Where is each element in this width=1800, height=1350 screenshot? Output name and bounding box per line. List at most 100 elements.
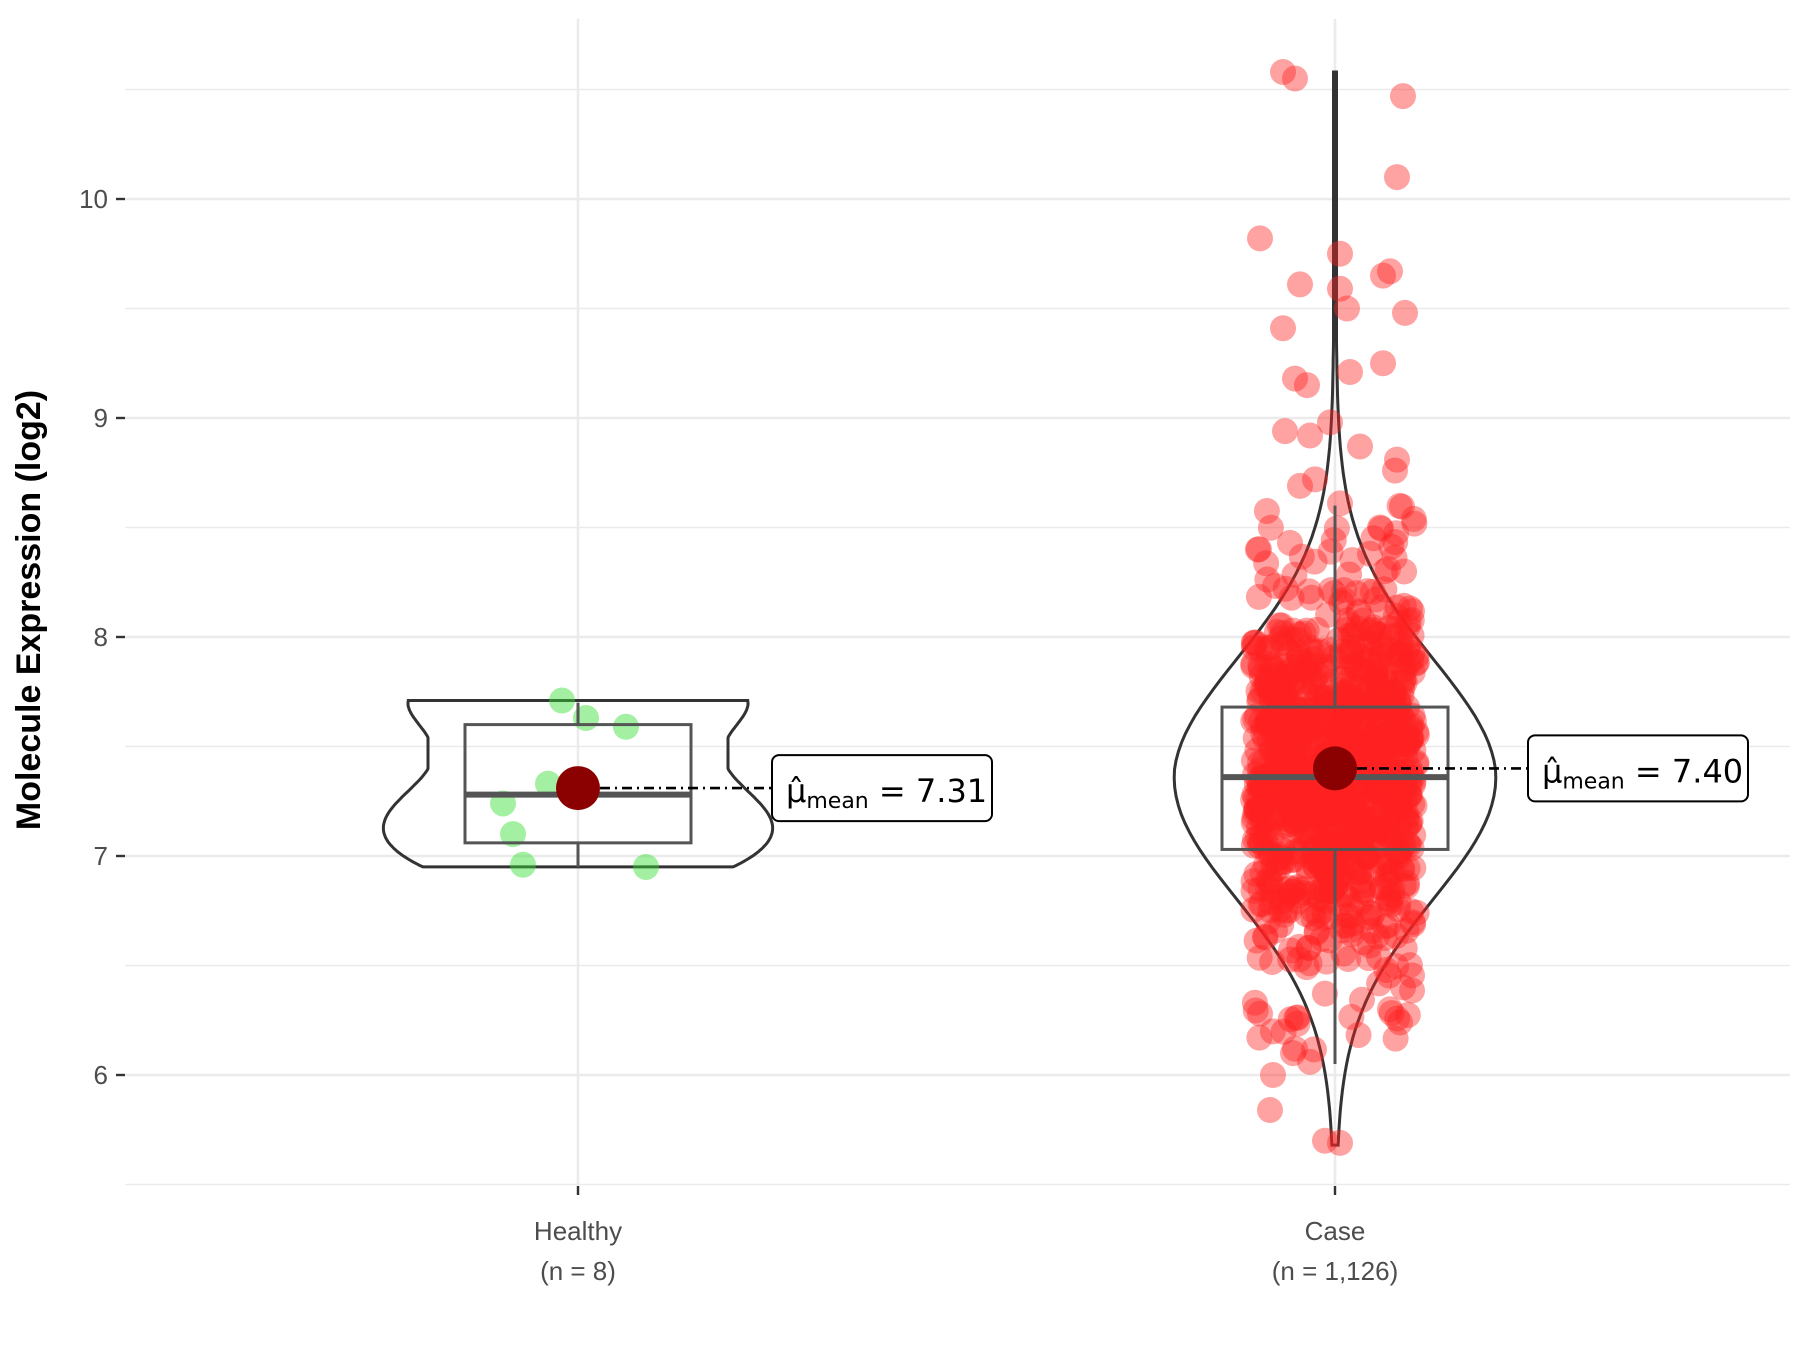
point-case	[1261, 715, 1288, 742]
point-case	[1348, 716, 1375, 743]
point-case	[1260, 883, 1287, 910]
point-case	[1329, 809, 1356, 836]
point-case	[1397, 726, 1424, 753]
point-case	[1360, 839, 1387, 866]
point-case	[1396, 782, 1423, 809]
point-case	[1396, 810, 1423, 837]
point-case	[1374, 556, 1401, 583]
point-case	[1279, 673, 1306, 700]
point-case	[1276, 881, 1303, 908]
point-case	[1339, 850, 1366, 877]
point-case	[1396, 767, 1423, 794]
point-case	[1335, 685, 1362, 712]
point-case	[1348, 888, 1375, 915]
point-case	[1244, 536, 1271, 563]
point-case	[1284, 1004, 1311, 1031]
point-case	[1271, 684, 1298, 711]
point-case	[1349, 777, 1376, 804]
point-case	[1343, 818, 1370, 845]
point-case	[1271, 714, 1298, 741]
point-case	[1350, 929, 1377, 956]
point-case	[1309, 683, 1336, 710]
point-case	[1305, 802, 1332, 829]
point-case	[1252, 725, 1279, 752]
mean-label-box	[1527, 734, 1749, 803]
point-case	[1254, 709, 1281, 736]
point-case	[1257, 897, 1284, 924]
point-case	[1240, 650, 1267, 677]
point-case	[1294, 853, 1321, 880]
point-case	[1369, 706, 1396, 733]
point-case	[1365, 739, 1392, 766]
point-case	[1266, 714, 1293, 741]
point-case	[1287, 730, 1314, 757]
point-case	[1277, 1006, 1304, 1033]
point-case	[1287, 726, 1314, 753]
point-case	[1283, 790, 1310, 817]
point-case	[1333, 720, 1360, 747]
point-case	[1304, 716, 1331, 743]
point-case	[1247, 875, 1274, 902]
point-case	[1398, 898, 1425, 925]
point-case	[1369, 778, 1396, 805]
point-case	[1261, 917, 1288, 944]
point-case	[1284, 696, 1311, 723]
point-case	[1313, 859, 1340, 886]
point-case	[1285, 705, 1312, 732]
point-case	[1296, 705, 1323, 732]
point-case	[1253, 497, 1280, 524]
point-case	[1389, 725, 1416, 752]
point-case	[1359, 800, 1386, 827]
point-case	[1302, 854, 1329, 881]
point-case	[1334, 784, 1361, 811]
point-case	[1371, 576, 1398, 603]
point-case	[1262, 572, 1289, 599]
point-case	[1393, 917, 1420, 944]
point-case	[1313, 878, 1340, 905]
point-case	[1326, 868, 1353, 895]
x-tick-count: (n = 1,126)	[1272, 1256, 1398, 1286]
point-case	[1368, 740, 1395, 767]
point-case	[1318, 878, 1345, 905]
point-case	[1268, 911, 1295, 938]
point-case	[1250, 748, 1277, 775]
point-case	[1353, 733, 1380, 760]
point-case	[1396, 810, 1423, 837]
point-case	[1320, 644, 1347, 671]
point-case	[1311, 691, 1338, 718]
point-case	[1395, 781, 1422, 808]
point-case-outlier	[1337, 359, 1363, 386]
point-case	[1400, 708, 1427, 735]
point-case	[1251, 775, 1278, 802]
point-case	[1276, 625, 1303, 652]
point-case-outlier	[1312, 1127, 1338, 1154]
point-healthy	[510, 851, 536, 878]
point-case	[1370, 753, 1397, 780]
point-case	[1305, 696, 1332, 723]
point-case-outlier	[1387, 1009, 1413, 1036]
point-case	[1249, 796, 1276, 823]
point-case	[1254, 665, 1281, 692]
point-case	[1268, 612, 1295, 639]
point-case	[1393, 805, 1420, 832]
point-case	[1362, 666, 1389, 693]
point-case	[1308, 877, 1335, 904]
point-case	[1311, 980, 1338, 1007]
point-case	[1380, 858, 1407, 885]
point-case	[1390, 656, 1417, 683]
point-case	[1292, 784, 1319, 811]
point-case	[1396, 782, 1423, 809]
point-case	[1331, 679, 1358, 706]
point-case	[1319, 796, 1346, 823]
point-case	[1241, 781, 1268, 808]
point-case	[1400, 737, 1427, 764]
point-case	[1389, 725, 1416, 752]
point-case	[1358, 744, 1385, 771]
point-case	[1261, 656, 1288, 683]
point-case	[1260, 702, 1287, 729]
point-case	[1311, 904, 1338, 931]
point-case	[1325, 726, 1352, 753]
point-case	[1311, 897, 1338, 924]
point-case	[1293, 658, 1320, 685]
